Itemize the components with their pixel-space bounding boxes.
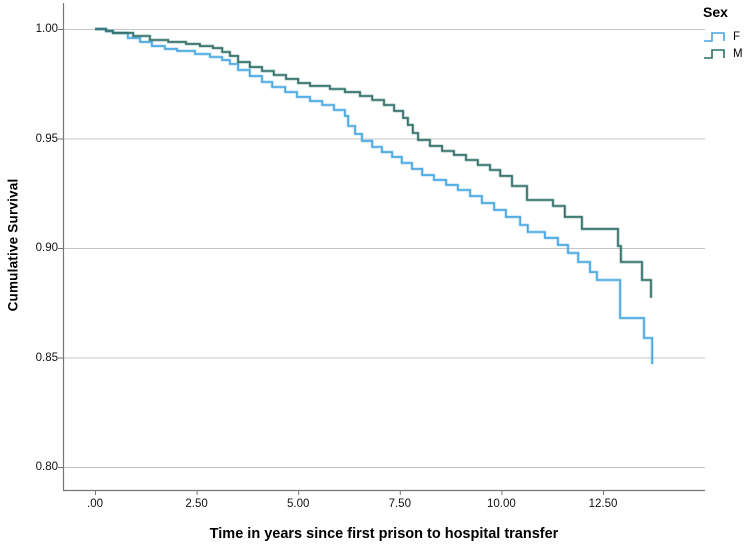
x-tick-label: .00 xyxy=(87,498,103,510)
y-tick-label: 0.95 xyxy=(35,132,58,145)
step-line-icon-m xyxy=(704,49,725,59)
y-tick-label: 0.85 xyxy=(35,351,58,364)
legend-title: Sex xyxy=(703,4,728,20)
x-tick-label: 7.50 xyxy=(388,498,411,510)
survival-curve-f xyxy=(95,28,653,365)
legend-label-m: M xyxy=(733,47,743,60)
legend: Sex F M xyxy=(703,4,749,62)
x-tick-label: 5.00 xyxy=(286,498,310,510)
legend-label-f: F xyxy=(733,30,741,43)
x-tick-label: 12.50 xyxy=(588,498,618,510)
x-axis-title: Time in years since first prison to hosp… xyxy=(209,526,559,542)
legend-entry-m: M xyxy=(703,45,749,62)
x-tick-label: 2.50 xyxy=(185,498,208,510)
survival-curve-m xyxy=(95,28,652,298)
y-tick-label: 1.00 xyxy=(35,23,58,35)
survival-curve-halo-m xyxy=(95,27,653,298)
y-tick-label: 0.80 xyxy=(35,461,58,473)
legend-entry-f: F xyxy=(703,28,749,45)
step-line-icon-f xyxy=(704,32,725,42)
survival-curve-halo-f xyxy=(95,27,654,365)
x-tick-label: 10.00 xyxy=(487,498,516,510)
y-tick-label: 0.90 xyxy=(35,242,58,254)
